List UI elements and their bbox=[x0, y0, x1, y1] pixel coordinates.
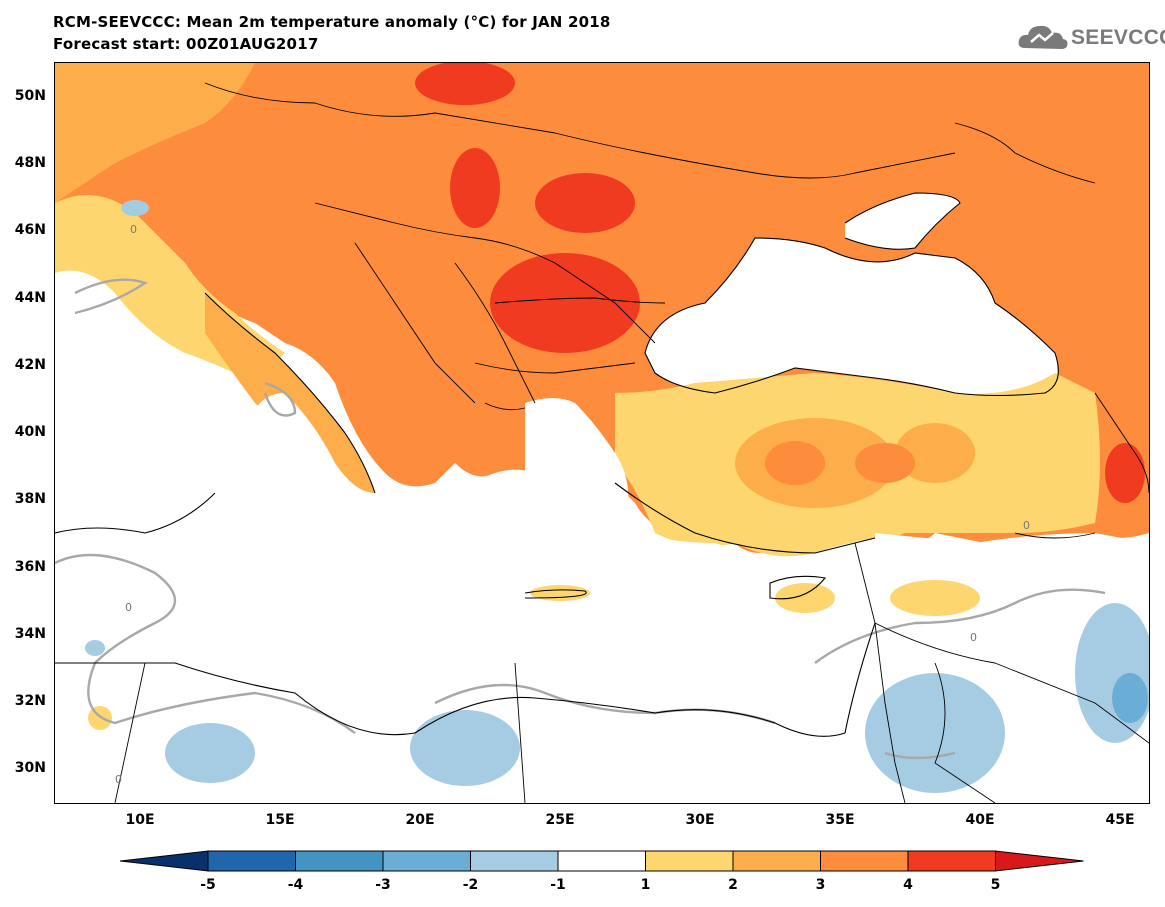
colorbar-tick-label: 3 bbox=[815, 877, 826, 893]
colorbar-tick-label: 1 bbox=[640, 877, 651, 893]
lat-tick-label: 38N bbox=[14, 491, 46, 507]
colorbar-segment bbox=[207, 850, 296, 872]
colorbar-tick-label: 4 bbox=[903, 877, 913, 893]
lon-tick-label: 40E bbox=[965, 812, 995, 828]
colorbar-tick-label: 2 bbox=[728, 877, 738, 893]
lat-tick-label: 46N bbox=[14, 222, 46, 238]
logo-text: SEEVCCC bbox=[1071, 26, 1165, 49]
colorbar-segment bbox=[382, 850, 471, 872]
colorbar-segment bbox=[557, 850, 646, 872]
colorbar-segment bbox=[820, 850, 909, 872]
lon-tick-label: 15E bbox=[265, 812, 295, 828]
contour-label: 0 bbox=[115, 773, 122, 786]
colorbar-tick-label: -3 bbox=[375, 877, 391, 893]
lat-tick-label: 32N bbox=[14, 693, 46, 709]
lon-tick-label: 25E bbox=[545, 812, 575, 828]
map-subtitle: Forecast start: 00Z01AUG2017 bbox=[53, 35, 319, 53]
colorbar-segment bbox=[732, 850, 821, 872]
colorbar-tick-label: -5 bbox=[200, 877, 216, 893]
contour-label: 0 bbox=[125, 601, 132, 614]
colorbar-tick-label: -1 bbox=[550, 877, 566, 893]
lat-tick-label: 48N bbox=[14, 155, 46, 171]
colorbar-segment bbox=[645, 850, 734, 872]
colorbar-max-arrow bbox=[995, 850, 1084, 872]
lat-tick-label: 30N bbox=[14, 760, 46, 776]
colorbar-segment bbox=[470, 850, 559, 872]
lat-tick-label: 42N bbox=[14, 357, 46, 373]
lon-tick-label: 45E bbox=[1105, 812, 1135, 828]
map-title: RCM-SEEVCCC: Mean 2m temperature anomaly… bbox=[53, 13, 611, 31]
colorbar-tick-label: -4 bbox=[287, 877, 304, 893]
lat-tick-label: 36N bbox=[14, 559, 46, 575]
colorbar-segment bbox=[907, 850, 996, 872]
lat-tick-label: 40N bbox=[14, 424, 46, 440]
colorbar-min-arrow bbox=[120, 850, 209, 872]
map-canvas: 0 0 0 0 0 bbox=[55, 63, 1149, 803]
contour-label: 0 bbox=[1023, 519, 1030, 532]
lat-tick-label: 50N bbox=[14, 88, 46, 104]
seevccc-logo: SEEVCCC bbox=[1017, 20, 1165, 54]
lon-tick-label: 10E bbox=[125, 812, 155, 828]
lon-tick-label: 35E bbox=[825, 812, 855, 828]
colorbar bbox=[120, 850, 1084, 872]
colorbar-tick-label: 5 bbox=[990, 877, 1001, 893]
lon-tick-label: 30E bbox=[685, 812, 715, 828]
contour-label: 0 bbox=[130, 223, 137, 236]
contour-label: 0 bbox=[970, 631, 977, 644]
cloud-icon bbox=[1018, 25, 1068, 49]
lat-tick-label: 34N bbox=[14, 626, 46, 642]
colorbar-segment bbox=[295, 850, 384, 872]
temperature-anomaly-map: 0 0 0 0 0 bbox=[54, 62, 1150, 804]
colorbar-tick-label: -2 bbox=[462, 877, 479, 893]
lon-tick-label: 20E bbox=[405, 812, 435, 828]
lat-tick-label: 44N bbox=[14, 290, 46, 306]
